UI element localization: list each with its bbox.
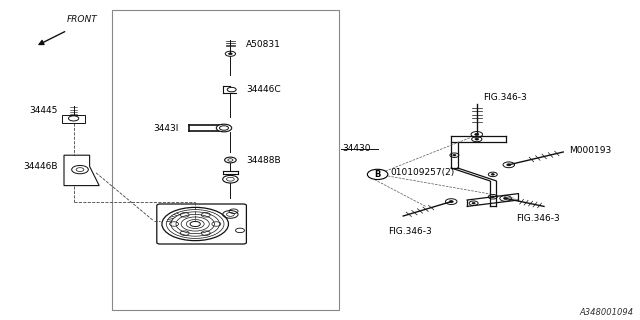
Text: FIG.346-3: FIG.346-3 (388, 227, 431, 236)
Text: 34445: 34445 (29, 106, 58, 115)
Text: 3443I: 3443I (154, 124, 179, 132)
Circle shape (475, 138, 479, 140)
Circle shape (504, 197, 508, 199)
Text: A50831: A50831 (246, 40, 281, 49)
Text: 010109257(2): 010109257(2) (390, 168, 454, 177)
Text: FIG.346-3: FIG.346-3 (516, 214, 559, 223)
Text: 34430: 34430 (342, 144, 371, 153)
Circle shape (449, 201, 453, 203)
Text: 34446C: 34446C (246, 85, 281, 94)
FancyBboxPatch shape (157, 204, 246, 244)
Circle shape (492, 174, 494, 175)
Bar (112, 10, 339, 310)
Circle shape (492, 196, 494, 197)
Text: 34446B: 34446B (23, 162, 58, 171)
Text: FRONT: FRONT (67, 15, 98, 24)
Circle shape (472, 203, 475, 204)
Circle shape (216, 124, 232, 132)
Circle shape (507, 164, 511, 166)
Circle shape (228, 53, 232, 55)
Text: A348001094: A348001094 (579, 308, 634, 317)
Text: B: B (374, 170, 381, 179)
Text: M000193: M000193 (570, 146, 612, 155)
Text: 34488B: 34488B (246, 156, 281, 164)
Circle shape (190, 221, 200, 227)
Bar (62, 115, 85, 123)
Circle shape (475, 133, 479, 135)
Text: FIG.346-3: FIG.346-3 (483, 93, 527, 102)
Circle shape (453, 155, 456, 156)
